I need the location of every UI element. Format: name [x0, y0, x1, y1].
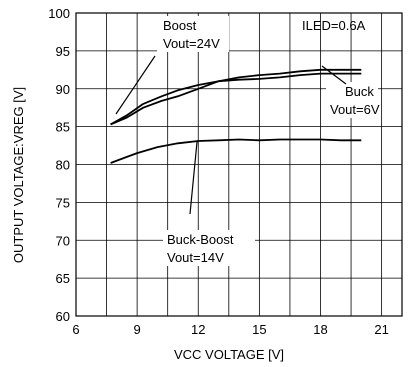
tick-labels: 6 9 12 15 18 21 60 65 70 75 80 85 90 95 100: [48, 6, 389, 337]
buck-leader-line: [321, 65, 347, 85]
series-line-2: [110, 68, 362, 126]
boost-label-line1: Boost: [163, 18, 197, 33]
x-tick-label: 12: [191, 322, 205, 337]
y-tick-label: 85: [56, 120, 70, 135]
x-tick-label: 6: [72, 322, 79, 337]
buck-label-line2: Vout=6V: [330, 102, 380, 117]
buck-label-line1: Buck: [345, 84, 374, 99]
y-tick-label: 100: [48, 6, 70, 21]
boost-label-box: [157, 16, 229, 52]
y-tick-label: 95: [56, 44, 70, 59]
plot-frame: [75, 12, 403, 317]
y-tick-label: 60: [56, 309, 70, 324]
buck-boost-label-box: [163, 230, 255, 266]
y-tick-label: 75: [56, 195, 70, 210]
y-tick-label: 90: [56, 82, 70, 97]
y-tick-label: 80: [56, 158, 70, 173]
series-line-1: [110, 72, 362, 126]
x-axis-label: VCC VOLTAGE [V]: [174, 347, 284, 362]
series-lines: [110, 68, 362, 164]
y-tick-label: 65: [56, 271, 70, 286]
x-tick-label: 9: [134, 322, 141, 337]
buck-boost-label-line2: Vout=14V: [167, 250, 224, 265]
x-tick-label: 15: [252, 322, 266, 337]
y-tick-label: 70: [56, 233, 70, 248]
iled-annotation: ILED=0.6A: [302, 18, 366, 33]
boost-leader-line: [115, 55, 156, 115]
buck-boost-label-line1: Buck-Boost: [167, 232, 234, 247]
boost-label-line2: Vout=24V: [163, 36, 220, 51]
series-line-3: [110, 138, 362, 164]
buck-boost-leader-line: [189, 141, 198, 215]
y-axis-label: OUTPUT VOLTAGE:VREG [V]: [11, 87, 26, 263]
x-tick-label: 21: [374, 322, 388, 337]
grid: [75, 12, 402, 317]
buck-label-box: [326, 82, 378, 118]
x-tick-label: 18: [313, 322, 327, 337]
